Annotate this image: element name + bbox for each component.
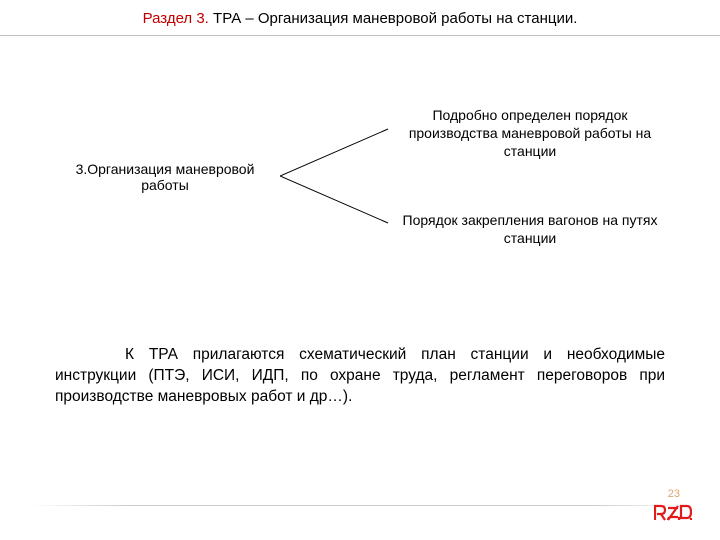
body-text-content: К ТРА прилагаются схематический план ста… <box>55 346 665 405</box>
slide-header: Раздел 3. ТРА – Организация маневровой р… <box>0 0 720 36</box>
branch-diagram: 3.Организация маневровой работы Подробно… <box>0 86 720 286</box>
footer-divider <box>30 505 690 506</box>
diagram-branch-bottom: Порядок закрепления вагонов на путях ста… <box>380 211 680 247</box>
diagram-connector-lines <box>280 121 390 231</box>
page-number: 23 <box>668 488 680 500</box>
diagram-branch-top: Подробно определен порядок производства … <box>395 106 665 161</box>
header-title: ТРА – Организация маневровой работы на с… <box>209 10 578 27</box>
header-section-number: Раздел 3. <box>143 10 209 27</box>
rzd-logo-icon <box>654 504 692 522</box>
body-paragraph: К ТРА прилагаются схематический план ста… <box>55 345 665 408</box>
diagram-root-label: 3.Организация маневровой работы <box>55 161 275 193</box>
